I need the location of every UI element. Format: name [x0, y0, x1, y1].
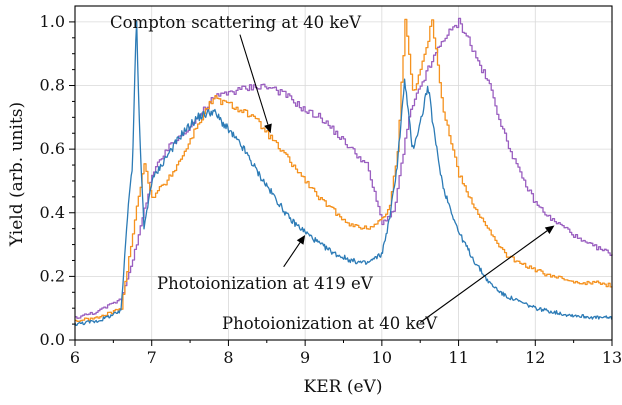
- annotation-arrow-compton: [239, 34, 269, 125]
- y-tick-label: 0.2: [40, 266, 65, 285]
- annotation-arrow-photo40: [419, 230, 548, 323]
- y-axis-label: Yield (arb. units): [7, 102, 27, 247]
- series-layer: [74, 17, 613, 327]
- x-tick-label: 11: [448, 348, 468, 367]
- tick-marks: [69, 21, 613, 346]
- annotation-photoionization-40kev: Photoionization at 40 keV: [222, 314, 438, 333]
- x-tick-label: 8: [223, 348, 233, 367]
- x-tick-labels: 6 7 8 9 10 11 12 13: [70, 348, 622, 367]
- x-tick-label: 6: [70, 348, 80, 367]
- x-tick-label: 12: [525, 348, 545, 367]
- annotation-arrowhead-compton: [264, 123, 272, 134]
- x-axis-label: KER (eV): [304, 377, 383, 397]
- series-line-photoionization-40kev: [74, 20, 613, 327]
- y-tick-label: 0.4: [40, 203, 65, 222]
- x-tick-label: 10: [372, 348, 392, 367]
- annotation-arrowhead-photo40: [544, 225, 555, 234]
- x-tick-label: 13: [602, 348, 622, 367]
- x-tick-label: 7: [147, 348, 157, 367]
- annotations: Compton scattering at 40 keV Photoioniza…: [110, 13, 555, 333]
- series-line-photoionization-419ev: [75, 18, 613, 323]
- annotation-arrow-photo419: [283, 242, 301, 268]
- y-tick-label: 0.8: [40, 76, 65, 95]
- y-tick-labels: 0.0 0.2 0.4 0.6 0.8 1.0: [40, 12, 65, 349]
- annotation-compton-scattering: Compton scattering at 40 keV: [110, 13, 362, 32]
- y-tick-label: 1.0: [40, 12, 65, 31]
- annotation-photoionization-419ev: Photoionization at 419 eV: [157, 274, 374, 293]
- y-tick-label: 0.6: [40, 139, 65, 158]
- y-tick-label: 0.0: [40, 330, 65, 349]
- annotation-arrowhead-photo419: [296, 235, 306, 245]
- x-tick-label: 9: [300, 348, 310, 367]
